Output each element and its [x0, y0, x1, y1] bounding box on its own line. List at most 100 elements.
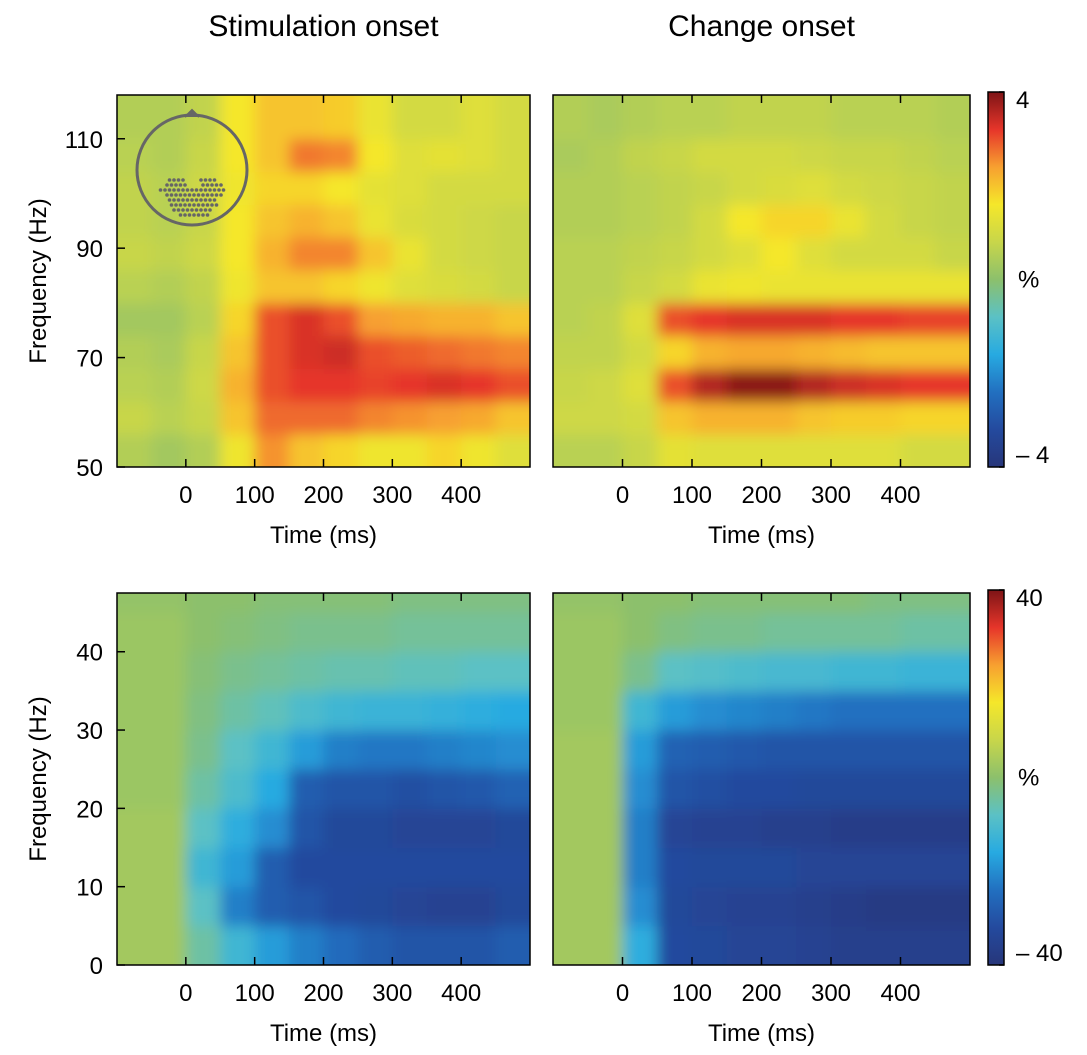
sensor [172, 188, 176, 192]
sensor [192, 203, 196, 207]
heatmap-cell [392, 204, 428, 238]
sensor [214, 203, 219, 207]
heatmap-cell [761, 368, 797, 402]
heatmap-cell [587, 690, 623, 731]
heatmap-cell [151, 237, 187, 271]
sensor [169, 203, 174, 207]
heatmap-cell [831, 401, 867, 435]
heatmap-cell [392, 769, 428, 809]
heatmap-cell [657, 847, 693, 888]
heatmap-cell [831, 434, 867, 467]
heatmap-cell [323, 690, 359, 731]
heatmap-cell [865, 237, 901, 271]
plot-area [553, 95, 970, 467]
heatmap-cell [461, 730, 497, 770]
heatmap-cell [185, 886, 221, 927]
heatmap-cell [865, 612, 901, 653]
heatmap-cell [323, 335, 359, 370]
heatmap-cell [796, 368, 832, 402]
panel-title: Stimulation onset [208, 10, 439, 43]
heatmap-cell [865, 138, 901, 173]
heatmap-cell [151, 769, 187, 809]
heatmap-cell [587, 270, 623, 304]
heatmap-cell [900, 171, 936, 205]
heatmap-cell [553, 171, 589, 205]
heatmap-cell [796, 434, 832, 467]
heatmap-cell [935, 886, 970, 927]
heatmap-cell [357, 401, 393, 435]
heatmap-cell [726, 925, 762, 965]
heatmap-cell [254, 808, 290, 849]
sensor [178, 213, 183, 217]
sensor [199, 188, 203, 192]
heatmap-cell [117, 651, 152, 692]
heatmap-cell [392, 171, 428, 205]
heatmap-cell [289, 171, 324, 205]
heatmap-cell [426, 651, 462, 692]
heatmap-cell [900, 237, 936, 271]
heatmap-cell [357, 171, 393, 205]
sensor [183, 203, 187, 207]
heatmap-cell [900, 847, 936, 888]
heatmap-cell [865, 302, 901, 337]
heatmap [553, 95, 970, 467]
sensor [185, 208, 190, 212]
sensor [185, 188, 190, 192]
heatmap-cell [495, 335, 530, 370]
y-tick-label: 40 [76, 640, 103, 667]
heatmap-cell [426, 612, 462, 653]
heatmap-cell [726, 335, 762, 370]
heatmap-cell [726, 769, 762, 809]
heatmap-cell [151, 612, 187, 653]
heatmap-cell [392, 593, 428, 614]
heatmap-cell [622, 368, 658, 402]
heatmap-cell [392, 434, 428, 467]
heatmap-cell [865, 651, 901, 692]
heatmap-cell [761, 95, 797, 140]
heatmap-cell [622, 730, 658, 770]
heatmap-cell [426, 302, 462, 337]
sensor [178, 203, 183, 207]
head-inset [135, 108, 249, 227]
heatmap-cell [117, 270, 152, 304]
sensor [190, 208, 194, 212]
x-tick-label: 100 [672, 980, 712, 1007]
heatmap-cell [935, 171, 970, 205]
heatmap-cell [289, 95, 324, 140]
heatmap-cell [553, 368, 589, 402]
heatmap-cell [392, 237, 428, 271]
x-tick-label: 200 [741, 482, 781, 509]
heatmap-cell [726, 593, 762, 614]
heatmap-cell [587, 808, 623, 849]
heatmap-cell [461, 237, 497, 271]
heatmap-cell [622, 886, 658, 927]
x-tick-label: 100 [235, 482, 275, 509]
heatmap-cell [657, 138, 693, 173]
x-tick-label: 100 [672, 482, 712, 509]
heatmap-cell [900, 925, 936, 965]
heatmap-cell [796, 808, 832, 849]
heatmap-cell [254, 302, 290, 337]
heatmap-cell [622, 302, 658, 337]
sensor [181, 208, 185, 212]
sensor [176, 188, 181, 192]
heatmap-cell [761, 730, 797, 770]
heatmap-cell [587, 886, 623, 927]
heatmap-cell [117, 925, 152, 965]
heatmap-cell [761, 204, 797, 238]
heatmap-cell [692, 690, 728, 731]
heatmap-cell [587, 335, 623, 370]
heatmap-cell [761, 335, 797, 370]
y-tick-label: 90 [76, 236, 103, 263]
heatmap-cell [935, 95, 970, 140]
heatmap-cell [254, 401, 290, 435]
heatmap-cell [289, 730, 324, 770]
heatmap-cell [117, 847, 152, 888]
heatmap-cell [622, 270, 658, 304]
sensor [212, 198, 217, 202]
heatmap-cell [553, 730, 589, 770]
heatmap-cell [900, 808, 936, 849]
y-tick-label: 20 [76, 796, 103, 823]
heatmap-cell [254, 270, 290, 304]
